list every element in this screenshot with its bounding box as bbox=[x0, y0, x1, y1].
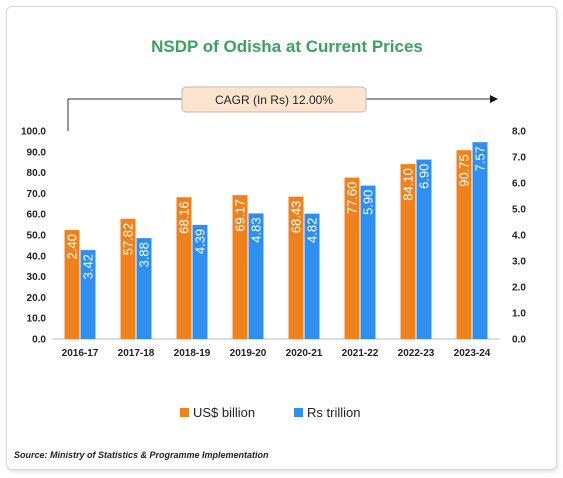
bars: 2.403.42 57.82 3.88 68.164.39 69.17 4.83 68.43… bbox=[64, 142, 488, 339]
left-tick-label: 70.0 bbox=[27, 189, 47, 200]
bar-us-billion bbox=[232, 195, 248, 339]
right-axis: 0.0 1.0 2.0 3.0 4.0 5.0 6.0 7.0 8.0 bbox=[512, 127, 526, 346]
left-tick-label: 10.0 bbox=[27, 314, 47, 325]
bar-us-billion bbox=[344, 177, 360, 339]
left-axis: 0.0 10.0 20.0 30.0 40.0 50.0 60.0 70.0 80.0 90.0 1… bbox=[21, 127, 46, 346]
data-label-us-billion: 77.60 bbox=[345, 182, 360, 215]
bar-rs-trillion bbox=[248, 213, 264, 339]
left-tick-label: 60.0 bbox=[27, 210, 47, 221]
data-label-rs-trillion: 3.88 bbox=[137, 242, 152, 267]
data-label-us-billion: 84.10 bbox=[401, 168, 416, 201]
category-label: 2017-18 bbox=[118, 348, 155, 359]
data-label-us-billion: 57.82 bbox=[121, 223, 136, 256]
category-label: 2016-17 bbox=[62, 348, 99, 359]
bar-rs-trillion bbox=[192, 224, 208, 339]
data-label-us-billion: 68.16 bbox=[177, 201, 192, 234]
left-tick-label: 0.0 bbox=[32, 335, 46, 346]
bar-rs-trillion bbox=[360, 185, 376, 339]
arrow-right-icon bbox=[490, 95, 498, 103]
data-label-rs-trillion: 4.83 bbox=[249, 217, 264, 242]
category-label: 2019-20 bbox=[230, 348, 267, 359]
left-tick-label: 80.0 bbox=[27, 168, 47, 179]
category-label: 2021-22 bbox=[342, 348, 379, 359]
legend-label-us: US$ billion bbox=[193, 405, 255, 420]
data-label-rs-trillion: 6.90 bbox=[417, 164, 432, 189]
cagr-annotation: CAGR (In Rs) 12.00% bbox=[67, 86, 498, 131]
right-tick-label: 8.0 bbox=[512, 127, 526, 138]
cagr-box bbox=[181, 86, 367, 113]
left-tick-label: 20.0 bbox=[27, 293, 47, 304]
right-tick-label: 7.0 bbox=[512, 153, 526, 164]
right-tick-label: 2.0 bbox=[512, 283, 526, 294]
data-label-us-billion: 69.17 bbox=[233, 199, 248, 232]
right-tick-label: 1.0 bbox=[512, 309, 526, 320]
source-note: Source: Ministry of Statistics & Program… bbox=[14, 450, 269, 460]
right-tick-label: 6.0 bbox=[512, 179, 526, 190]
chart-title: NSDP of Odisha at Current Prices bbox=[151, 37, 423, 56]
right-tick-label: 3.0 bbox=[512, 257, 526, 268]
bar-us-billion bbox=[456, 150, 472, 339]
bar-rs-trillion bbox=[416, 159, 432, 339]
right-tick-label: 0.0 bbox=[512, 335, 526, 346]
category-label: 2018-19 bbox=[174, 348, 211, 359]
bar-rs-trillion bbox=[80, 250, 96, 339]
category-label: 2022-23 bbox=[398, 348, 435, 359]
category-label: 2020-21 bbox=[286, 348, 323, 359]
left-tick-label: 50.0 bbox=[27, 231, 47, 242]
right-tick-label: 4.0 bbox=[512, 231, 526, 242]
left-tick-label: 40.0 bbox=[27, 251, 47, 262]
legend-swatch-us bbox=[180, 408, 189, 417]
left-tick-label: 30.0 bbox=[27, 272, 47, 283]
bar-us-billion bbox=[288, 196, 304, 339]
data-label-rs-trillion: 7.57 bbox=[473, 146, 488, 171]
data-label-rs-trillion: 4.39 bbox=[193, 229, 208, 254]
bar-us-billion bbox=[400, 164, 416, 339]
legend-label-rs: Rs trillion bbox=[307, 405, 360, 420]
bar-us-billion bbox=[120, 218, 136, 339]
legend: US$ billion Rs trillion bbox=[180, 405, 360, 420]
legend-swatch-rs bbox=[294, 408, 303, 417]
category-label: 2023-24 bbox=[454, 348, 491, 359]
right-tick-label: 5.0 bbox=[512, 205, 526, 216]
cagr-label: CAGR (In Rs) 12.00% bbox=[215, 93, 333, 107]
left-tick-label: 90.0 bbox=[27, 147, 47, 158]
bar-us-billion bbox=[176, 197, 192, 339]
bar-rs-trillion bbox=[136, 238, 152, 339]
data-label-rs-trillion: 3.42 bbox=[81, 254, 96, 279]
data-label-us-billion: 2.40 bbox=[65, 234, 80, 259]
x-axis-labels: 2016-17 2017-18 2018-19 2019-20 2020-21 2021-… bbox=[62, 348, 491, 359]
data-label-us-billion: 90.75 bbox=[457, 154, 472, 187]
bar-rs-trillion bbox=[472, 142, 488, 339]
data-label-rs-trillion: 5.90 bbox=[361, 190, 376, 215]
bar-us-billion bbox=[64, 230, 80, 339]
data-label-rs-trillion: 4.82 bbox=[305, 218, 320, 243]
data-label-us-billion: 68.43 bbox=[289, 201, 304, 234]
left-tick-label: 100.0 bbox=[21, 127, 46, 138]
bar-rs-trillion bbox=[304, 213, 320, 339]
